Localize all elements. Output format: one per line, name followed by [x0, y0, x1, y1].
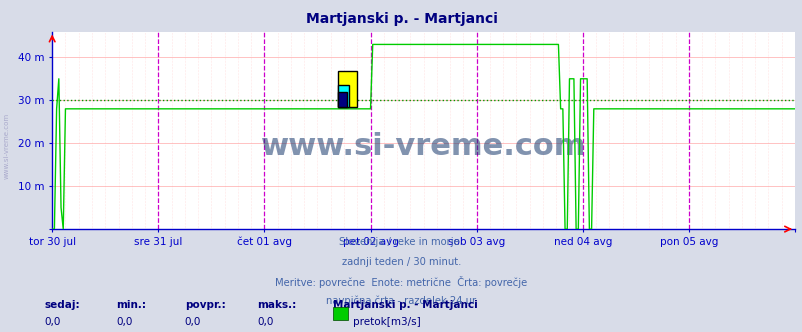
Text: Martjanski p. - Martjanci: Martjanski p. - Martjanci — [333, 300, 477, 310]
Text: Meritve: povrečne  Enote: metrične  Črta: povrečje: Meritve: povrečne Enote: metrične Črta: … — [275, 276, 527, 288]
Text: Martjanski p. - Martjanci: Martjanski p. - Martjanci — [306, 12, 496, 26]
Text: 0,0: 0,0 — [116, 317, 132, 327]
Text: Slovenija / reke in morje.: Slovenija / reke in morje. — [339, 237, 463, 247]
FancyBboxPatch shape — [338, 92, 347, 107]
Text: pretok[m3/s]: pretok[m3/s] — [353, 317, 420, 327]
Text: sedaj:: sedaj: — [44, 300, 79, 310]
Text: 0,0: 0,0 — [44, 317, 60, 327]
Text: 0,0: 0,0 — [184, 317, 200, 327]
Text: www.si-vreme.com: www.si-vreme.com — [3, 113, 10, 179]
Text: www.si-vreme.com: www.si-vreme.com — [261, 131, 585, 161]
Text: min.:: min.: — [116, 300, 146, 310]
Text: navpična črta - razdelek 24 ur: navpična črta - razdelek 24 ur — [326, 295, 476, 306]
FancyBboxPatch shape — [338, 85, 349, 107]
Text: 0,0: 0,0 — [257, 317, 273, 327]
Text: zadnji teden / 30 minut.: zadnji teden / 30 minut. — [342, 257, 460, 267]
FancyBboxPatch shape — [338, 71, 356, 107]
Text: maks.:: maks.: — [257, 300, 296, 310]
Text: povpr.:: povpr.: — [184, 300, 225, 310]
